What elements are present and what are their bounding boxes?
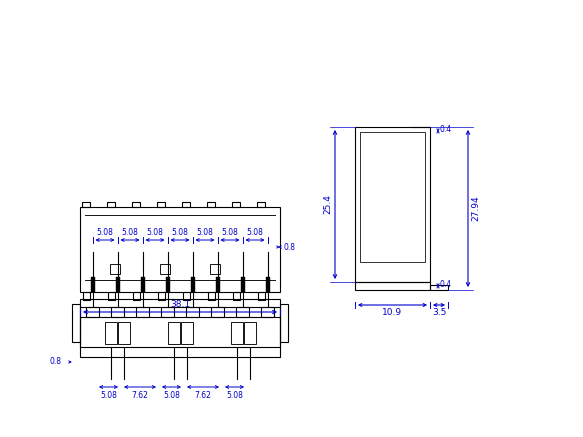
Text: 0.4: 0.4 [440,280,452,289]
Text: 7.62: 7.62 [195,391,212,400]
Bar [160,264,170,274]
Bar [355,282,430,290]
Bar [80,317,280,357]
Bar [182,202,190,207]
Text: 0.8: 0.8 [50,357,62,367]
Text: 5.08: 5.08 [226,391,243,400]
Bar [183,292,190,300]
Text: 25.4: 25.4 [323,194,332,215]
Bar [236,307,250,317]
Bar [118,322,130,344]
Bar [210,307,224,317]
Bar [181,322,193,344]
Bar [231,322,243,344]
Bar [108,292,115,300]
Text: 3.5: 3.5 [432,308,446,317]
Text: 27.94: 27.94 [471,196,480,221]
Bar [80,207,280,292]
Bar [280,304,288,342]
Bar [232,202,240,207]
Text: 5.08: 5.08 [146,228,163,237]
Bar [83,292,90,300]
Bar [216,277,220,292]
Text: 0.8: 0.8 [284,243,296,252]
Bar [191,277,195,292]
Bar [86,307,99,317]
Bar [207,202,215,207]
Bar [257,202,265,207]
Bar [82,202,90,207]
Bar [80,299,280,347]
Bar [210,264,220,274]
Text: 5.08: 5.08 [171,228,188,237]
Bar [166,277,170,292]
Bar [136,307,149,317]
Bar [158,292,165,300]
Bar [168,322,180,344]
Bar [111,307,124,317]
Bar [133,292,140,300]
Bar [90,277,94,292]
Bar [115,277,120,292]
Bar [265,277,269,292]
Bar [258,292,265,300]
Bar [161,307,174,317]
Bar [185,307,199,317]
Text: 38.1: 38.1 [170,300,190,309]
Bar [132,202,140,207]
Bar [208,292,215,300]
Text: 7.62: 7.62 [132,391,149,400]
Text: 5.08: 5.08 [122,228,138,237]
Bar [110,264,120,274]
Bar [72,304,80,342]
Text: 5.08: 5.08 [222,228,238,237]
Bar [233,292,240,300]
Bar [157,202,165,207]
Bar [360,132,425,262]
Bar [141,277,145,292]
Text: 10.9: 10.9 [382,308,403,317]
Bar [355,127,430,282]
Bar [241,277,244,292]
Bar [244,322,256,344]
Text: 5.08: 5.08 [163,391,180,400]
Text: 5.08: 5.08 [100,391,117,400]
Text: 5.08: 5.08 [247,228,264,237]
Bar [107,202,115,207]
Bar [105,322,117,344]
Bar [261,307,275,317]
Bar [430,285,448,290]
Text: 5.08: 5.08 [97,228,114,237]
Text: 5.08: 5.08 [196,228,213,237]
Text: 0.4: 0.4 [440,125,452,134]
